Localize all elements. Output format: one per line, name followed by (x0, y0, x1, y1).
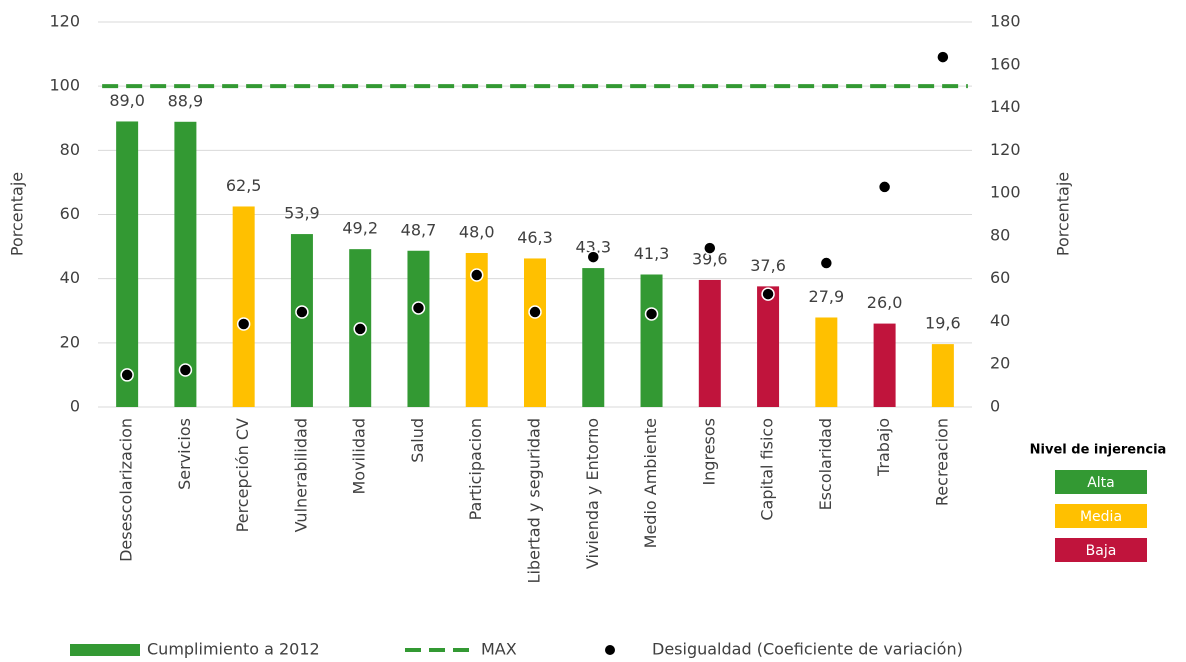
injerencia-label: Alta (1087, 475, 1115, 491)
bar (698, 279, 721, 407)
y-tick-label: 0 (70, 397, 80, 416)
x-tick-label: Capital fisico (758, 418, 777, 521)
x-tick-label: Percepción CV (233, 418, 252, 532)
data-label: 43,3 (575, 238, 611, 257)
legend-swatch (605, 645, 615, 655)
dot (236, 317, 251, 331)
x-tick-label: Vivienda y Entorno (583, 418, 602, 569)
bar (931, 344, 954, 407)
dot (644, 307, 659, 321)
bar (290, 234, 313, 407)
legend-label: Cumplimiento a 2012 (147, 640, 320, 659)
dot (178, 363, 193, 377)
injerencia-label: Media (1080, 509, 1122, 525)
y2-tick-label: 20 (990, 354, 1010, 373)
bar (174, 121, 197, 407)
data-label: 41,3 (634, 244, 670, 263)
dot (411, 301, 426, 315)
bar (815, 317, 838, 407)
injerencia-title: Nivel de injerencia (1030, 443, 1167, 458)
data-label: 27,9 (809, 287, 845, 306)
y-tick-label: 80 (60, 140, 80, 159)
injerencia-swatch (1055, 538, 1147, 562)
y2-tick-label: 0 (990, 397, 1000, 416)
dot (120, 368, 134, 382)
x-tick-label: Trabajo (874, 418, 893, 477)
dot (877, 180, 892, 194)
y-axis-label: Porcentaje (8, 172, 27, 256)
x-tick-label: Libertad y seguridad (525, 418, 544, 583)
data-label: 53,9 (284, 204, 320, 223)
bar (407, 250, 430, 407)
data-label: 62,5 (226, 176, 262, 195)
data-label: 39,6 (692, 249, 728, 268)
y2-tick-label: 140 (990, 97, 1021, 116)
y2-tick-label: 60 (990, 268, 1010, 287)
injerencia-swatch (1055, 504, 1147, 528)
y-tick-label: 20 (60, 332, 80, 351)
bar (465, 253, 488, 407)
dot (761, 287, 775, 301)
x-tick-label: Salud (408, 418, 427, 463)
data-label: 46,3 (517, 228, 553, 247)
x-tick-label: Medio Ambiente (641, 418, 660, 548)
bar (873, 323, 896, 407)
data-label: 49,2 (342, 219, 378, 238)
y2-tick-label: 40 (990, 311, 1010, 330)
x-tick-label: Escolaridad (816, 418, 835, 510)
y-tick-label: 40 (60, 268, 80, 287)
y2-tick-label: 180 (990, 12, 1021, 31)
data-label: 37,6 (750, 256, 786, 275)
x-tick-label: Desescolarizacion (117, 418, 136, 562)
dot (469, 268, 484, 282)
dot (586, 250, 601, 264)
dot (528, 305, 542, 319)
data-label: 48,7 (401, 220, 437, 239)
dot (353, 322, 367, 336)
injerencia-swatch (1055, 470, 1147, 494)
dot (703, 241, 717, 255)
y2-tick-label: 120 (990, 140, 1021, 159)
data-label: 89,0 (109, 91, 145, 110)
bar (524, 258, 546, 407)
y-tick-label: 60 (60, 204, 80, 223)
bar (116, 121, 139, 407)
y-tick-label: 120 (49, 12, 80, 31)
x-tick-label: Vulnerabilidad (291, 418, 310, 532)
data-label: 19,6 (925, 314, 961, 333)
data-label: 88,9 (168, 91, 204, 110)
dot (819, 256, 834, 270)
y2-tick-label: 160 (990, 54, 1021, 73)
legend-swatch (70, 644, 140, 656)
dot (936, 50, 950, 64)
x-tick-label: Participacion (466, 418, 485, 520)
y2-tick-label: 80 (990, 225, 1010, 244)
x-tick-label: Recreacion (932, 418, 951, 506)
dot (295, 305, 309, 319)
bar (232, 206, 255, 407)
x-tick-label: Servicios (175, 418, 194, 490)
x-tick-label: Movilidad (350, 418, 369, 495)
data-label: 48,0 (459, 223, 495, 242)
bar (640, 274, 663, 407)
bar (582, 268, 605, 407)
legend-label: MAX (481, 640, 517, 659)
bar (757, 286, 780, 407)
x-tick-label: Ingresos (699, 418, 718, 486)
data-label: 26,0 (867, 293, 903, 312)
legend-label: Desigualdad (Coeficiente de variación) (652, 640, 963, 659)
y2-axis-label: Porcentaje (1054, 172, 1073, 256)
injerencia-label: Baja (1086, 543, 1117, 559)
y2-tick-label: 100 (990, 183, 1021, 202)
y-tick-label: 100 (49, 76, 80, 95)
